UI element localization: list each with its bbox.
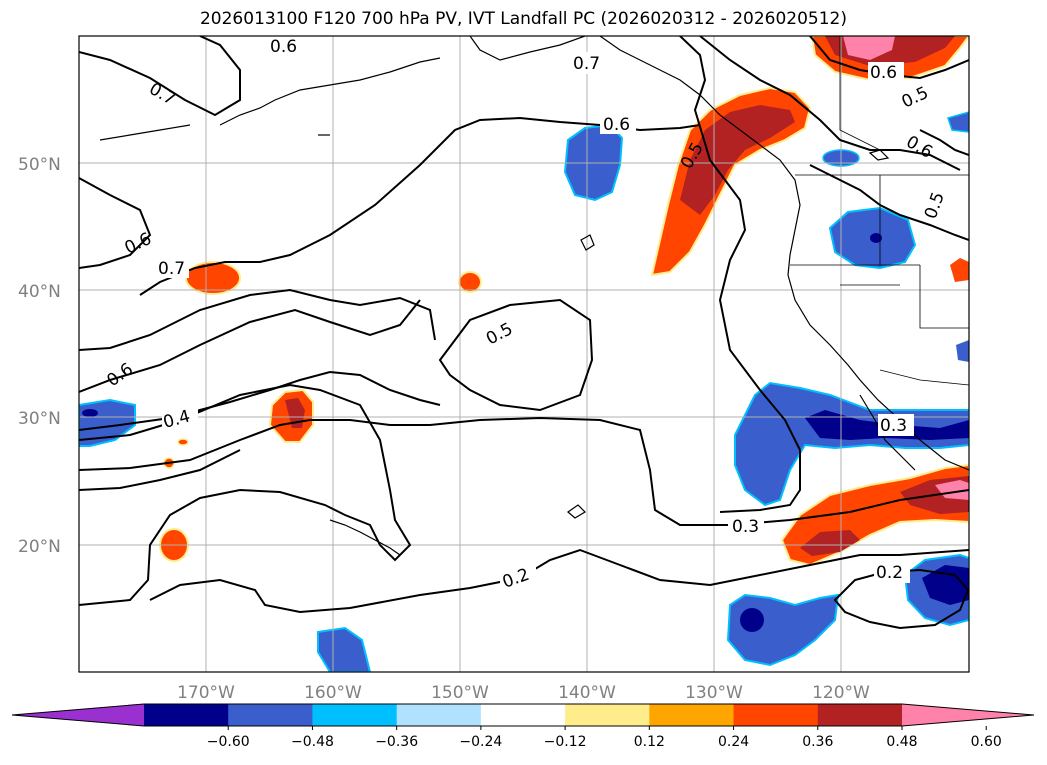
colorbar-extend-max <box>902 704 1034 726</box>
map-area: 0.7 0.6 0.6 0.7 0.6 0.5 0.5 0.6 0.5 0.6 … <box>79 36 969 672</box>
contour-label: 0.6 <box>603 115 630 135</box>
lat-label: 20°N <box>18 537 61 557</box>
lat-label: 30°N <box>18 409 61 429</box>
contour-label: 0.3 <box>732 517 759 537</box>
graticule <box>79 36 969 672</box>
contour-0.6-pnw <box>809 164 969 241</box>
colorbar-segment <box>228 704 313 726</box>
pv-contours <box>79 36 969 630</box>
colorbar-segment <box>480 704 566 726</box>
colorbar-tick-label: 0.48 <box>886 734 917 750</box>
contour-lower-west <box>79 449 241 491</box>
lon-label: 140°W <box>558 683 616 703</box>
colorbar-extend-min <box>12 704 144 726</box>
coastlines <box>99 36 969 556</box>
colorbar-tick-label: −0.12 <box>544 734 587 750</box>
contour-0.6-west <box>79 177 152 269</box>
contour-0.5-loop <box>79 370 441 431</box>
contour-0.6-mid <box>79 288 436 351</box>
contour-0.6-north <box>699 36 961 171</box>
colorbar-tick-label: −0.48 <box>291 734 334 750</box>
political-borders <box>790 36 969 386</box>
longitude-labels: 170°W 160°W 150°W 140°W 130°W 120°W <box>177 683 870 703</box>
contour-0.7-north <box>79 36 241 117</box>
positive-anomaly-blob <box>185 261 241 295</box>
colorbar-segment <box>649 704 735 726</box>
lon-label: 130°W <box>685 683 743 703</box>
colorbar-tick-label: 0.12 <box>634 734 665 750</box>
contour-0.3-main <box>679 36 801 513</box>
colorbar-segment <box>144 704 229 726</box>
colorbar-segment <box>817 704 903 726</box>
lon-label: 170°W <box>177 683 235 703</box>
contour-label: 0.7 <box>573 54 600 74</box>
contour-0.6-ne <box>919 129 969 156</box>
map-frame <box>78 35 970 673</box>
colorbar-tick-label: −0.36 <box>375 734 418 750</box>
lat-label: 50°N <box>18 155 61 175</box>
contour-0.4-west-mid <box>79 383 412 606</box>
contour-label: 0.6 <box>870 63 897 83</box>
colorbar-outline <box>11 703 1035 727</box>
contour-label: 0.7 <box>158 259 185 279</box>
contour-label: 0.2 <box>876 563 903 583</box>
colorbar-tick-label: −0.24 <box>459 734 502 750</box>
map-title: 2026013100 F120 700 hPa PV, IVT Landfall… <box>199 9 847 29</box>
colorbar-tick-label: 0.60 <box>971 734 1002 750</box>
lon-label: 120°W <box>812 683 870 703</box>
colorbar: −0.60 −0.48 −0.36 −0.24 −0.12 0.12 0.24 0.36 0.4… <box>11 703 1035 750</box>
colorbar-tick-label: 0.36 <box>802 734 833 750</box>
lon-label: 150°W <box>431 683 489 703</box>
colorbar-tick-label: 0.24 <box>718 734 749 750</box>
contour-0.4 <box>79 416 969 526</box>
contour-0.5-centre <box>438 298 594 412</box>
latitude-labels: 50°N 40°N 30°N 20°N <box>18 155 61 557</box>
colorbar-tick-label: −0.60 <box>207 734 250 750</box>
contour-label: 0.3 <box>880 416 907 436</box>
lon-label: 160°W <box>304 683 362 703</box>
contour-label: 0.6 <box>270 37 297 57</box>
colorbar-segment <box>312 704 398 726</box>
negative-anomaly-subtropical <box>734 381 969 507</box>
lat-label: 40°N <box>18 282 61 302</box>
colorbar-segment <box>733 704 819 726</box>
colorbar-segment <box>396 704 482 726</box>
contour-0.6-lower <box>79 299 421 393</box>
colorbar-segment <box>565 704 650 726</box>
